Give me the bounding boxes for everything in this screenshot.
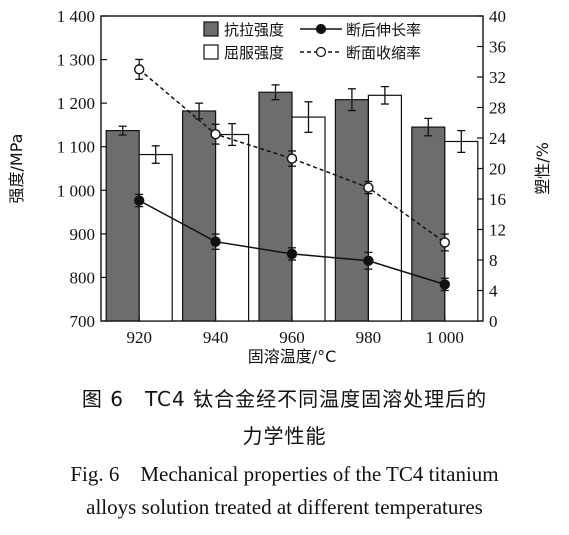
point-elongation-0 bbox=[133, 195, 145, 206]
y-left-tick-label-2: 900 bbox=[70, 225, 96, 244]
point-elongation-4 bbox=[439, 279, 450, 290]
legend-label-yield: 屈服强度 bbox=[224, 44, 284, 62]
y-right-tick-label-0: 0 bbox=[489, 312, 498, 331]
bar-yield-2 bbox=[291, 116, 326, 322]
y-right-tick-label-6: 24 bbox=[489, 129, 507, 148]
y-right-tick-label-10: 40 bbox=[489, 7, 506, 26]
x-axis-title: 固溶温度/°C bbox=[248, 347, 337, 366]
legend-label-reduction: 断面收缩率 bbox=[346, 44, 421, 62]
bar-tensile-2 bbox=[258, 91, 293, 322]
y-left-tick-label-0: 700 bbox=[70, 312, 96, 331]
caption-en-line-1: Fig. 6 Mechanical properties of the TC4 … bbox=[70, 462, 499, 486]
y-right-tick-label-7: 28 bbox=[489, 99, 506, 118]
figure-caption-en: Fig. 6 Mechanical properties of the TC4 … bbox=[0, 458, 569, 520]
y-right-tick-label-5: 20 bbox=[489, 160, 506, 179]
point-elongation-2 bbox=[286, 248, 298, 260]
x-tick-label-3: 980 bbox=[356, 328, 382, 347]
y-right-tick-label-3: 12 bbox=[489, 221, 506, 240]
bar-yield-0 bbox=[138, 153, 173, 322]
y-left-tick-label-5: 1 200 bbox=[57, 94, 95, 113]
point-reduction-0 bbox=[133, 64, 145, 75]
bar-yield-3 bbox=[367, 94, 402, 322]
point-elongation-1 bbox=[210, 236, 221, 247]
bar-tensile-4 bbox=[411, 126, 446, 322]
legend-label-elongation: 断后伸长率 bbox=[346, 21, 421, 39]
bar-yield-4 bbox=[444, 140, 479, 322]
legend-marker-elongation bbox=[315, 23, 327, 35]
bar-yield-1 bbox=[215, 133, 250, 322]
caption-en-line-2: alloys solution treated at different tem… bbox=[86, 495, 483, 519]
y-left-tick-label-3: 1 000 bbox=[57, 181, 95, 200]
x-tick-label-4: 1 000 bbox=[426, 328, 464, 347]
point-reduction-3 bbox=[363, 182, 374, 193]
figure-caption-cn: 图 6 TC4 钛合金经不同温度固溶处理后的 力学性能 bbox=[0, 383, 569, 449]
y-right-tick-label-1: 4 bbox=[489, 282, 498, 301]
bar-tensile-0 bbox=[105, 129, 140, 322]
legend-label-tensile: 抗拉强度 bbox=[224, 21, 284, 39]
legend-swatch-tensile bbox=[203, 21, 219, 37]
y-axis-left-title: 强度/MPa bbox=[7, 134, 26, 204]
x-tick-label-0: 920 bbox=[126, 328, 152, 347]
y-right-tick-label-2: 8 bbox=[489, 251, 498, 270]
point-elongation-3 bbox=[363, 255, 374, 266]
point-reduction-4 bbox=[439, 237, 450, 248]
bar-tensile-3 bbox=[334, 99, 369, 322]
x-tick-label-2: 960 bbox=[279, 328, 305, 347]
chart: 700 800 900 1 000 1 100 1 200 1 300 1 400 0 4 8 12 1… bbox=[7, 7, 552, 366]
caption-cn-line-2: 力学性能 bbox=[242, 424, 327, 448]
y-axis-right-title: 塑性/% bbox=[533, 142, 552, 195]
y-left-tick-label-6: 1 300 bbox=[57, 51, 95, 70]
y-right-tick-label-4: 16 bbox=[489, 190, 506, 209]
y-left-tick-label-4: 1 100 bbox=[57, 138, 95, 157]
caption-cn-line-1: 图 6 TC4 钛合金经不同温度固溶处理后的 bbox=[81, 387, 488, 411]
line-reduction bbox=[138, 68, 446, 244]
y-right-tick-label-9: 36 bbox=[489, 38, 506, 57]
y-left-tick-label-1: 800 bbox=[70, 268, 96, 287]
legend-marker-reduction bbox=[315, 46, 327, 58]
y-left-tick-label-7: 1 400 bbox=[57, 7, 95, 26]
bar-tensile-1 bbox=[182, 110, 217, 322]
point-reduction-2 bbox=[286, 153, 298, 164]
point-reduction-1 bbox=[210, 128, 221, 140]
legend-swatch-yield bbox=[203, 44, 219, 60]
y-right-tick-label-8: 32 bbox=[489, 68, 506, 87]
x-tick-label-1: 940 bbox=[203, 328, 229, 347]
